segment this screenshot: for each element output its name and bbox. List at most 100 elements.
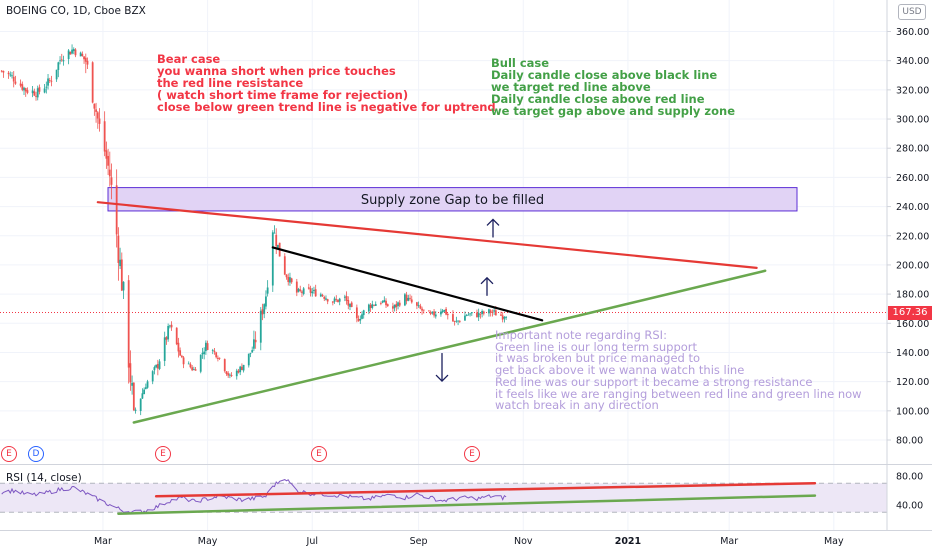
candle-body (440, 311, 442, 315)
candle-body (115, 185, 118, 235)
candle-body (443, 309, 446, 312)
current-price-badge: 167.36 (888, 306, 932, 320)
candle-body (333, 298, 336, 302)
currency-button[interactable]: USD (898, 4, 926, 20)
candle-body (359, 318, 362, 321)
candle-body (326, 299, 329, 302)
candle-body (7, 72, 10, 75)
candle-body (211, 350, 214, 351)
supply-zone (107, 187, 798, 212)
candle-body (192, 369, 195, 371)
earnings-event-marker[interactable]: E (464, 446, 480, 462)
candle-body (91, 62, 94, 103)
earnings-event-marker[interactable]: E (155, 446, 171, 462)
candle-body (216, 357, 219, 359)
candle-body (156, 364, 159, 369)
candle-body (493, 310, 496, 312)
candle-body (47, 78, 49, 86)
candle-body (247, 353, 250, 366)
candle-body (204, 342, 207, 352)
candle-body (271, 232, 274, 286)
price-tick-label: 240.00 (896, 202, 929, 213)
candle-body (343, 296, 346, 298)
candle-body (57, 62, 60, 70)
trendline-red-resistance (96, 201, 758, 269)
candle-body (265, 296, 267, 307)
candle-body (385, 300, 387, 306)
candle-body (239, 366, 242, 373)
candle-body (43, 88, 46, 93)
candle-body (422, 309, 425, 311)
price-tick-label: 80.00 (896, 436, 923, 447)
candle-body (458, 320, 461, 322)
price-tick-label: 320.00 (896, 85, 929, 96)
candle-body (26, 90, 29, 93)
candle-body (287, 277, 290, 283)
candle-body (503, 317, 506, 319)
candle-body (201, 352, 204, 355)
candle-body (453, 320, 456, 322)
price-tick-label: 340.00 (896, 56, 929, 67)
candle-body (307, 287, 310, 289)
candle-body (481, 310, 484, 314)
candle-body (263, 304, 266, 314)
candle-body (14, 81, 17, 84)
candle-body (505, 316, 508, 318)
price-tick-label: 160.00 (896, 319, 929, 330)
candle-body (381, 301, 384, 303)
candle-body (180, 355, 183, 358)
candle-body (491, 312, 494, 313)
candle-body (38, 87, 41, 92)
earnings-event-marker[interactable]: E (1, 446, 17, 462)
supply-zone-label: Supply zone Gap to be filled (360, 193, 545, 208)
candle-body (457, 320, 459, 322)
candle-body (241, 366, 243, 370)
arrow-up-head (486, 218, 500, 226)
candle-body (501, 315, 504, 320)
bull-case-annotation: Bull case Daily candle close above black… (491, 56, 736, 118)
candle-body (321, 294, 324, 297)
candle-body (350, 302, 353, 307)
candle-body (119, 259, 121, 267)
candle-body (167, 325, 170, 340)
candle-body (55, 69, 58, 80)
rsi-series (1, 479, 817, 515)
candle-body (489, 310, 492, 313)
candle-body (407, 297, 410, 301)
candle-body (500, 314, 502, 316)
rsi-note-annotation: Important note regarding RSI: Green line… (495, 328, 862, 413)
candle-body (189, 364, 192, 368)
candlestick-series (0, 44, 508, 416)
candle-body (103, 121, 106, 152)
candle-body (72, 49, 75, 52)
time-tick-label: Mar (94, 536, 112, 547)
candle-body (266, 287, 269, 294)
price-tick-label: 260.00 (896, 173, 929, 184)
candle-body (314, 289, 317, 297)
candle-body (469, 313, 471, 315)
candle-body (175, 327, 178, 345)
candle-body (302, 288, 305, 294)
candle-body (23, 87, 25, 91)
dividend-event-marker[interactable]: D (28, 446, 44, 462)
earnings-event-marker[interactable]: E (311, 446, 327, 462)
candle-body (127, 280, 130, 368)
candle-body (464, 315, 466, 321)
candle-body (251, 350, 254, 353)
candle-body (253, 339, 255, 349)
candle-body (301, 291, 303, 293)
price-tick-label: 360.00 (896, 27, 929, 38)
candle-body (48, 80, 51, 81)
candle-body (476, 312, 478, 318)
time-tick-label: Mar (720, 536, 738, 547)
candle-body (206, 343, 209, 350)
time-tick-label: Jul (306, 536, 318, 547)
candle-body (153, 367, 156, 371)
candle-body (242, 364, 245, 371)
candle-body (349, 303, 351, 307)
candle-body (194, 369, 197, 371)
candle-body (295, 281, 298, 293)
candle-body (170, 324, 173, 328)
trendline-green-support (132, 269, 767, 424)
